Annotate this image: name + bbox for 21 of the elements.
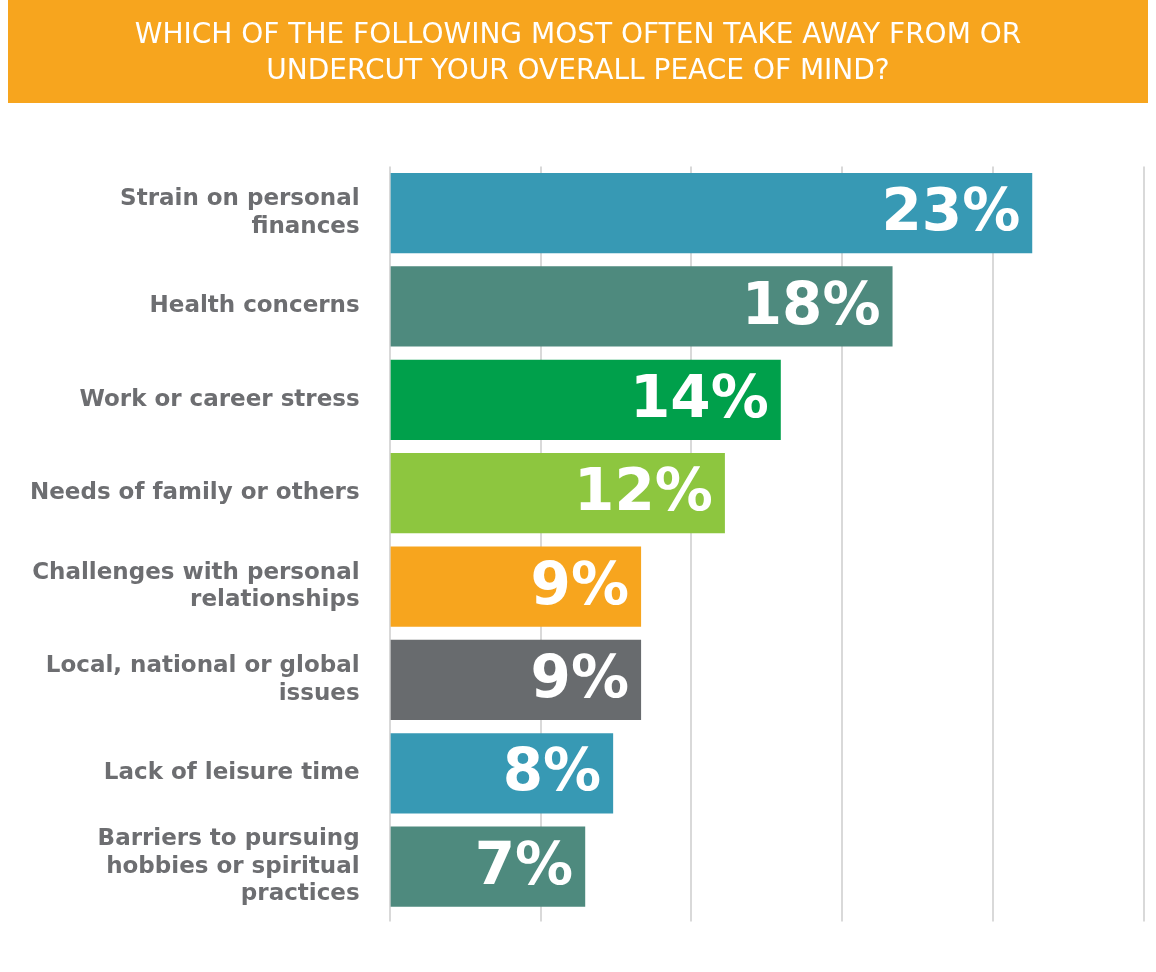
data-label: 9% (530, 643, 630, 712)
y-tick-label: Strain on personal finances (120, 184, 360, 238)
data-label: 9% (530, 549, 630, 618)
y-tick-label: Local, national or global issues (45, 651, 360, 705)
data-label: 23% (881, 176, 1021, 245)
data-label: 7% (474, 829, 574, 898)
y-tick-label: Work or career stress (79, 384, 360, 411)
y-tick-label: Challenges with personal relationships (32, 557, 360, 612)
y-tick-label: Barriers to pursuing hobbies or spiritual practices (97, 824, 360, 906)
bar (390, 172, 1033, 254)
y-tick-label: Health concerns (149, 291, 360, 318)
data-label: 12% (574, 456, 713, 525)
y-tick-label: Needs of family or others (30, 478, 360, 505)
y-tick-label: Lack of leisure time (103, 758, 360, 785)
data-label: 18% (741, 269, 881, 338)
bar (390, 546, 642, 627)
bar (390, 266, 893, 347)
data-label: 14% (629, 362, 769, 431)
bar (390, 359, 781, 440)
data-label: 8% (502, 736, 602, 805)
chart-title: WHICH OF THE FOLLOWING MOST OFTEN TAKE AWAY FROM OR UNDERCUT YOUR OVERALL PEACE OF MIND? (8, 0, 1148, 103)
